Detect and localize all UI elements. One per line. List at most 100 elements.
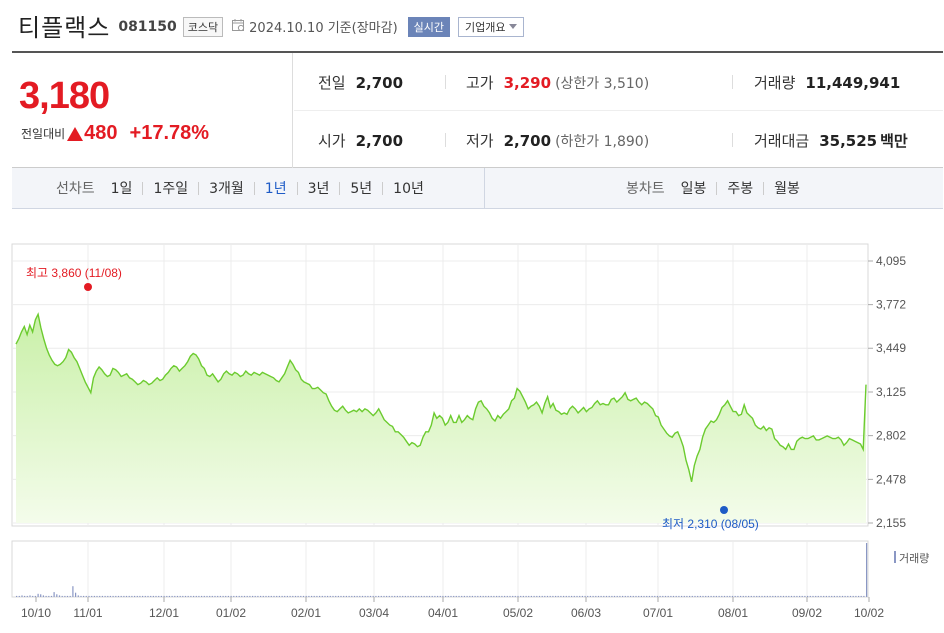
volume-bar: [839, 595, 841, 597]
low-marker: [720, 506, 728, 514]
volume-bar: [522, 595, 524, 597]
volume-bar: [796, 595, 798, 597]
volume-bar: [75, 592, 77, 597]
volume-bar: [445, 595, 447, 597]
volume-bar: [812, 595, 814, 597]
volume-bar: [335, 595, 337, 597]
volume-bar: [420, 595, 423, 597]
volume-bar: [252, 595, 254, 597]
volume-bar: [233, 595, 235, 597]
volume-bar: [214, 595, 216, 597]
tab-period-2[interactable]: 3개월: [209, 181, 244, 197]
stat-label: 거래량: [754, 74, 796, 92]
volume-bar: [766, 595, 768, 597]
volume-bar: [292, 595, 294, 597]
volume-bar: [482, 595, 484, 597]
volume-bar: [479, 595, 482, 597]
volume-bar: [369, 595, 372, 597]
y-tick-label: 2,155: [876, 516, 906, 530]
volume-bar: [506, 595, 508, 597]
volume-bar: [764, 595, 766, 597]
volume-bar: [93, 595, 95, 597]
volume-bar: [571, 595, 573, 597]
volume-bar: [176, 595, 179, 597]
volume-bar: [404, 595, 406, 597]
volume-bar: [426, 595, 428, 597]
volume-bar: [412, 595, 414, 597]
volume-bar: [785, 595, 787, 597]
volume-bar: [654, 595, 656, 597]
volume-bar: [21, 595, 23, 597]
volume-bar: [670, 595, 672, 597]
volume-bar: [305, 595, 307, 597]
tab-candle-2[interactable]: 월봉: [774, 181, 800, 197]
volume-bar: [152, 595, 154, 597]
tab-period-0[interactable]: 1일: [110, 181, 133, 197]
change-percent: +17.78%: [129, 122, 210, 144]
volume-bar: [238, 595, 240, 597]
volume-bar: [313, 595, 315, 597]
volume-bar: [528, 595, 530, 597]
line-chart-tabs: 선차트 1일 1주일 3개월 1년 3년 5년 10년: [56, 168, 424, 208]
y-tick-label: 4,095: [876, 254, 906, 268]
tab-candle-1[interactable]: 주봉: [727, 181, 754, 197]
stat-volume: 거래량 11,449,941: [754, 72, 900, 93]
title-row: 티플랙스 081150 코스닥 2024.10.10 기준(장마감) 실시간 기…: [18, 10, 524, 42]
volume-bar: [689, 595, 691, 597]
volume-bar: [608, 595, 610, 597]
volume-bar: [780, 595, 782, 597]
volume-bar: [858, 595, 860, 597]
volume-bar: [88, 595, 90, 597]
realtime-button[interactable]: 실시간: [407, 16, 451, 37]
volume-bar: [367, 595, 369, 597]
volume-bar: [455, 595, 457, 597]
tab-period-3[interactable]: 1년: [264, 181, 287, 197]
volume-bar: [557, 595, 559, 597]
chart-period-tabs: 선차트 1일 1주일 3개월 1년 3년 5년 10년 봉차트 일봉 주봉 월봉: [12, 168, 943, 209]
volume-bar: [16, 595, 18, 597]
volume-bar: [756, 595, 758, 597]
volume-bar: [823, 595, 825, 597]
volume-bar: [809, 595, 811, 597]
tab-candle-0[interactable]: 일봉: [680, 181, 707, 197]
candle-tab-list: 일봉 주봉 월봉: [681, 178, 800, 198]
volume-bar: [745, 595, 747, 597]
tab-period-1[interactable]: 1주일: [153, 181, 189, 197]
stat-label: 거래대금: [754, 132, 810, 150]
volume-bar: [769, 595, 771, 597]
volume-bar: [678, 595, 680, 597]
volume-bar: [53, 592, 55, 597]
volume-bar: [386, 595, 388, 597]
volume-bar: [788, 595, 790, 597]
volume-bar: [246, 595, 248, 597]
company-overview-button[interactable]: 기업개요: [458, 16, 524, 37]
y-tick-label: 3,449: [876, 341, 906, 355]
volume-bar: [597, 595, 600, 597]
volume-bar: [343, 595, 345, 597]
volume-bar: [128, 595, 130, 597]
volume-bar: [453, 595, 455, 597]
volume-bar: [227, 595, 229, 597]
volume-bar: [302, 595, 305, 597]
volume-bar: [375, 595, 377, 597]
volume-bar: [799, 595, 801, 597]
volume-bar: [675, 595, 677, 597]
volume-bar: [605, 595, 608, 597]
volume-bar: [702, 595, 704, 597]
volume-bar: [380, 595, 382, 597]
volume-bar: [109, 595, 111, 597]
tab-period-4[interactable]: 3년: [307, 181, 330, 197]
volume-bar: [187, 595, 189, 597]
volume-bar: [683, 595, 685, 597]
tab-period-5[interactable]: 5년: [350, 181, 373, 197]
volume-bar: [99, 595, 101, 597]
volume-bar: [643, 595, 645, 597]
x-tick-label: 12/01: [149, 606, 179, 620]
volume-bar: [533, 595, 535, 597]
tab-period-6[interactable]: 10년: [393, 181, 424, 197]
candle-chart-tabs: 봉차트 일봉 주봉 월봉: [626, 168, 800, 208]
volume-bar: [552, 595, 554, 597]
stat-trade-value: 거래대금 35,525 백만: [754, 130, 908, 151]
company-name: 티플랙스: [18, 13, 111, 42]
volume-bar: [311, 595, 313, 597]
